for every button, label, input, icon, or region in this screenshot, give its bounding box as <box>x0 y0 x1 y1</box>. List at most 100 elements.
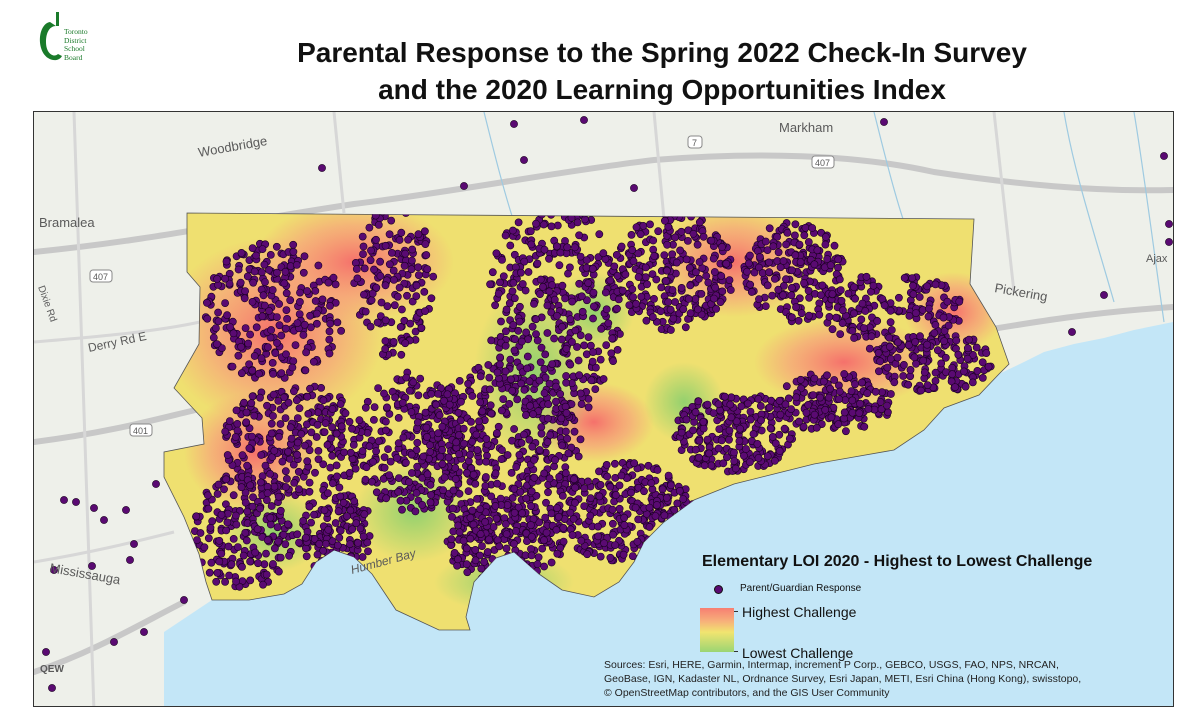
response-dot <box>464 457 473 466</box>
response-dot <box>266 250 275 259</box>
response-dot <box>381 344 390 353</box>
response-dot <box>812 423 821 432</box>
response-dot <box>819 377 828 386</box>
response-dot <box>478 407 487 416</box>
response-dot <box>604 319 613 328</box>
response-dot <box>821 233 830 241</box>
response-dot <box>637 292 646 301</box>
response-dot <box>694 305 702 314</box>
response-dot <box>192 512 201 521</box>
response-dot <box>968 378 977 387</box>
response-dot <box>471 556 480 565</box>
response-dot <box>222 475 230 484</box>
response-dot <box>310 510 318 519</box>
response-dot <box>491 469 500 478</box>
response-dot <box>838 319 847 327</box>
response-dot <box>848 326 857 335</box>
response-dot <box>246 576 255 585</box>
response-dot <box>931 280 940 289</box>
response-dot <box>630 184 638 192</box>
response-dot <box>765 403 774 412</box>
response-dot <box>584 333 593 341</box>
response-dot <box>580 502 589 510</box>
response-dot <box>587 376 596 385</box>
response-dot <box>923 340 931 349</box>
response-dot <box>283 520 292 529</box>
response-dot <box>340 448 348 457</box>
response-dot <box>267 502 276 510</box>
response-dot <box>358 232 367 241</box>
response-dot <box>774 248 783 257</box>
label-qew: QEW <box>40 664 64 675</box>
response-dot <box>318 164 326 172</box>
map-frame[interactable]: Woodbridge Markham Bramalea Pickering De… <box>33 111 1174 707</box>
response-dot <box>679 495 687 503</box>
logo-text: Toronto District School Board <box>64 27 88 62</box>
response-dot <box>574 452 583 461</box>
response-dot <box>42 648 50 656</box>
response-dot <box>447 535 456 544</box>
response-dot <box>475 417 483 426</box>
response-dot <box>493 479 502 488</box>
response-dot <box>755 295 763 304</box>
response-dot <box>561 294 569 303</box>
response-dot <box>515 317 524 326</box>
response-dot <box>400 261 409 270</box>
response-dot <box>540 245 549 254</box>
response-dot <box>286 423 295 432</box>
response-dot <box>331 519 340 527</box>
response-dot <box>393 292 402 301</box>
response-dot <box>204 534 213 543</box>
response-dot <box>242 418 251 427</box>
response-dot <box>401 339 410 348</box>
response-dot <box>763 281 772 290</box>
response-dot <box>592 363 600 372</box>
response-dot <box>468 506 477 515</box>
response-dot <box>861 307 870 315</box>
response-dot <box>667 326 675 334</box>
response-dot <box>506 375 515 384</box>
response-dot <box>671 233 679 242</box>
response-dot <box>602 341 611 349</box>
response-dot <box>532 219 540 228</box>
response-dot <box>515 450 524 459</box>
response-dot <box>608 505 617 514</box>
response-dot <box>909 281 917 290</box>
response-dot <box>905 311 914 320</box>
response-dot <box>360 510 369 519</box>
response-dot <box>397 228 406 237</box>
response-dot <box>900 360 908 369</box>
response-dot <box>743 267 751 276</box>
response-dot <box>367 477 376 486</box>
response-dot <box>258 312 267 321</box>
response-dot <box>396 323 405 331</box>
response-dot <box>628 285 637 294</box>
response-dot <box>348 424 356 433</box>
response-dot <box>566 360 575 369</box>
response-dot <box>328 479 337 488</box>
response-dot <box>717 436 726 445</box>
response-dot <box>466 513 475 522</box>
response-dot <box>337 422 346 431</box>
response-dot <box>473 494 481 503</box>
response-dot <box>726 400 735 409</box>
response-dot <box>336 400 345 408</box>
response-dot <box>695 436 704 445</box>
response-dot <box>221 299 229 307</box>
response-dot <box>611 459 619 468</box>
response-dot <box>578 307 587 316</box>
response-dot <box>493 368 502 377</box>
response-dot <box>257 354 266 363</box>
response-dot <box>555 261 564 270</box>
response-dot <box>272 313 281 321</box>
response-dot <box>740 451 748 460</box>
response-dot <box>568 297 576 306</box>
response-dot <box>426 498 435 507</box>
response-dot <box>486 401 495 410</box>
response-dot <box>130 540 138 548</box>
response-dot <box>299 331 308 339</box>
response-dot <box>963 354 972 363</box>
response-dot <box>589 314 597 323</box>
response-dot <box>290 478 299 487</box>
response-dot <box>519 430 528 439</box>
